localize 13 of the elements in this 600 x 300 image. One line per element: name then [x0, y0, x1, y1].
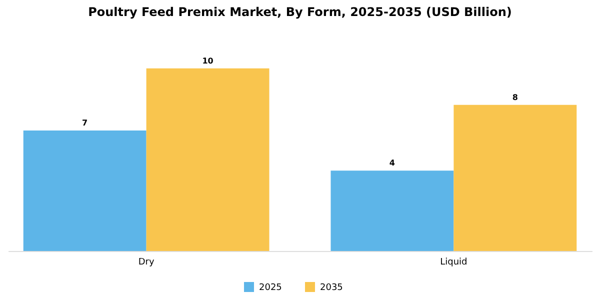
x-tick-label: Dry — [138, 258, 155, 268]
chart-title: Poultry Feed Premix Market, By Form, 2025-2035 (USD Billion) — [88, 5, 512, 19]
data-label: 4 — [389, 158, 396, 168]
legend-label: 2035 — [320, 283, 343, 293]
bar — [454, 104, 577, 251]
data-label: 7 — [82, 118, 88, 128]
bar — [23, 130, 146, 251]
bar — [330, 170, 454, 251]
bar — [146, 68, 270, 251]
data-label: 8 — [512, 92, 518, 102]
x-tick-label: Liquid — [440, 258, 468, 268]
data-label: 10 — [202, 56, 214, 66]
legend-label: 2025 — [259, 283, 282, 293]
